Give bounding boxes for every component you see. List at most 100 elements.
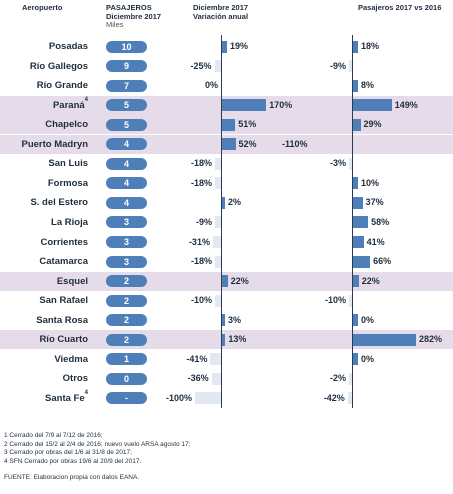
passenger-pill: 2 bbox=[106, 314, 147, 327]
header-variacion-line1: Diciembre 2017 bbox=[193, 3, 249, 12]
airport-name: Otros bbox=[62, 373, 88, 385]
bar-variacion bbox=[215, 255, 221, 268]
bar-variacion bbox=[211, 372, 221, 385]
fuente-note: FUENTE: Elaboracion propia con datos EAN… bbox=[4, 474, 140, 481]
header-variacion: Diciembre 2017 Variación anual bbox=[193, 3, 249, 21]
bar-variacion bbox=[222, 196, 225, 209]
footnote-3: 3 Cerrado por obras del 1/6 al 31/8 de 2… bbox=[4, 449, 132, 456]
header-pasajeros-units: Miles bbox=[106, 20, 124, 29]
bar-variacion bbox=[215, 216, 221, 229]
bar-comparacion bbox=[353, 353, 358, 366]
header-variacion-line2: Variación anual bbox=[193, 11, 249, 21]
bar-comparacion bbox=[353, 99, 392, 112]
passenger-pill: 4 bbox=[106, 157, 147, 170]
bar-comparacion bbox=[353, 275, 359, 288]
label-comparacion: 18% bbox=[361, 41, 380, 51]
label-comparacion: -2% bbox=[329, 373, 346, 384]
label-variacion: 0% bbox=[204, 80, 218, 91]
label-variacion: 52% bbox=[238, 138, 257, 149]
label-comparacion: -3% bbox=[329, 158, 346, 169]
airport-name: Viedma bbox=[54, 353, 88, 365]
passenger-pill: 3 bbox=[106, 255, 147, 268]
label-comparacion: 37% bbox=[365, 197, 384, 208]
label-variacion: -36% bbox=[187, 373, 209, 384]
chart-area: Posadas 10 19% 18% Río Gallegos 9 -25% -9% Río G… bbox=[0, 35, 453, 409]
passenger-pill: 0 bbox=[106, 372, 147, 385]
label-comparacion: 66% bbox=[373, 256, 392, 267]
passenger-pill: 4 bbox=[106, 196, 147, 209]
airport-name: San Luis bbox=[48, 158, 88, 170]
passenger-pill: 2 bbox=[106, 275, 147, 288]
bar-variacion bbox=[212, 236, 221, 248]
bar-comparacion bbox=[353, 216, 369, 229]
bar-variacion bbox=[195, 392, 221, 405]
bar-comparacion bbox=[349, 372, 352, 385]
label-comparacion: 282% bbox=[419, 334, 443, 345]
bar-variacion bbox=[214, 60, 221, 73]
passenger-pill: 5 bbox=[106, 99, 147, 112]
passenger-pill: 5 bbox=[106, 118, 147, 131]
label-variacion: 2% bbox=[228, 197, 242, 208]
airport-name: Río Gallegos bbox=[29, 60, 88, 72]
airport-name: La Rioja bbox=[51, 216, 88, 228]
passenger-pill: 1 bbox=[106, 353, 147, 366]
bar-comparacion bbox=[353, 79, 358, 92]
label-comparacion: 22% bbox=[361, 275, 380, 286]
bar-variacion bbox=[222, 138, 236, 151]
bar-comparacion bbox=[349, 157, 352, 170]
label-comparacion: 41% bbox=[366, 236, 385, 247]
bar-comparacion bbox=[347, 392, 352, 405]
airport-name: Esquel bbox=[56, 275, 88, 287]
bar-comparacion bbox=[353, 314, 358, 327]
bar-variacion bbox=[222, 314, 225, 327]
header-comparacion: Pasajeros 2017 vs 2016 bbox=[358, 3, 442, 12]
bar-comparacion bbox=[353, 333, 416, 346]
airport-name: Río Grande bbox=[36, 80, 88, 92]
passenger-pill: 7 bbox=[106, 79, 147, 92]
passenger-pill: - bbox=[106, 392, 147, 405]
header-pasajeros: PASAJEROS Diciembre 2017 Miles bbox=[106, 3, 162, 30]
label-variacion: -25% bbox=[190, 60, 212, 71]
header-aeropuerto: Aeropuerto bbox=[22, 3, 63, 12]
bar-variacion bbox=[215, 294, 221, 307]
axis-comparacion bbox=[352, 35, 353, 409]
footnote-4: 4 SFN Cerrado por obras 19/6 al 20/9 del… bbox=[4, 457, 142, 465]
label-variacion: -100% bbox=[165, 392, 192, 403]
label-comparacion: 10% bbox=[361, 177, 380, 188]
header-pasajeros-line1: PASAJEROS bbox=[106, 3, 152, 12]
passenger-pill: 10 bbox=[106, 40, 147, 53]
axis-variacion bbox=[221, 35, 222, 409]
bar-variacion bbox=[210, 353, 221, 366]
bar-comparacion bbox=[353, 255, 371, 268]
bar-variacion bbox=[222, 99, 267, 112]
bar-comparacion bbox=[349, 294, 352, 307]
footnote-mark: 4 bbox=[84, 389, 88, 396]
header-pasajeros-line2: Diciembre 2017 bbox=[106, 11, 162, 21]
passenger-pill: 9 bbox=[106, 60, 147, 73]
footnote-1: 1 Cerrado del 7/9 al 7/12 de 2016; bbox=[4, 432, 103, 439]
airport-name: Santa Rosa bbox=[36, 314, 88, 326]
footnote-mark: 4 bbox=[84, 96, 88, 103]
label-comparacion: 8% bbox=[361, 80, 375, 91]
label-comparacion: 58% bbox=[371, 216, 390, 227]
label-comparacion: 149% bbox=[394, 99, 418, 110]
airport-name: Santa Fe4 bbox=[45, 389, 88, 404]
passenger-pill: 4 bbox=[106, 138, 147, 151]
bar-variacion bbox=[215, 177, 221, 190]
bar-comparacion bbox=[353, 118, 361, 131]
airport-name: Posadas bbox=[48, 41, 88, 52]
bar-comparacion bbox=[353, 236, 364, 248]
label-variacion: 19% bbox=[229, 41, 248, 51]
passenger-pill: 3 bbox=[106, 236, 147, 248]
label-comparacion: -10% bbox=[324, 295, 346, 306]
airport-name: Chapelco bbox=[45, 119, 88, 131]
airport-name: Paraná4 bbox=[52, 96, 88, 111]
label-variacion: 13% bbox=[228, 334, 247, 345]
label-variacion: 3% bbox=[228, 314, 242, 325]
bar-comparacion bbox=[353, 40, 358, 53]
label-variacion: 51% bbox=[238, 119, 257, 130]
bar-comparacion bbox=[353, 196, 363, 209]
passenger-pill: 2 bbox=[106, 294, 147, 307]
label-variacion: -41% bbox=[186, 353, 208, 364]
label-variacion: -18% bbox=[190, 256, 212, 267]
